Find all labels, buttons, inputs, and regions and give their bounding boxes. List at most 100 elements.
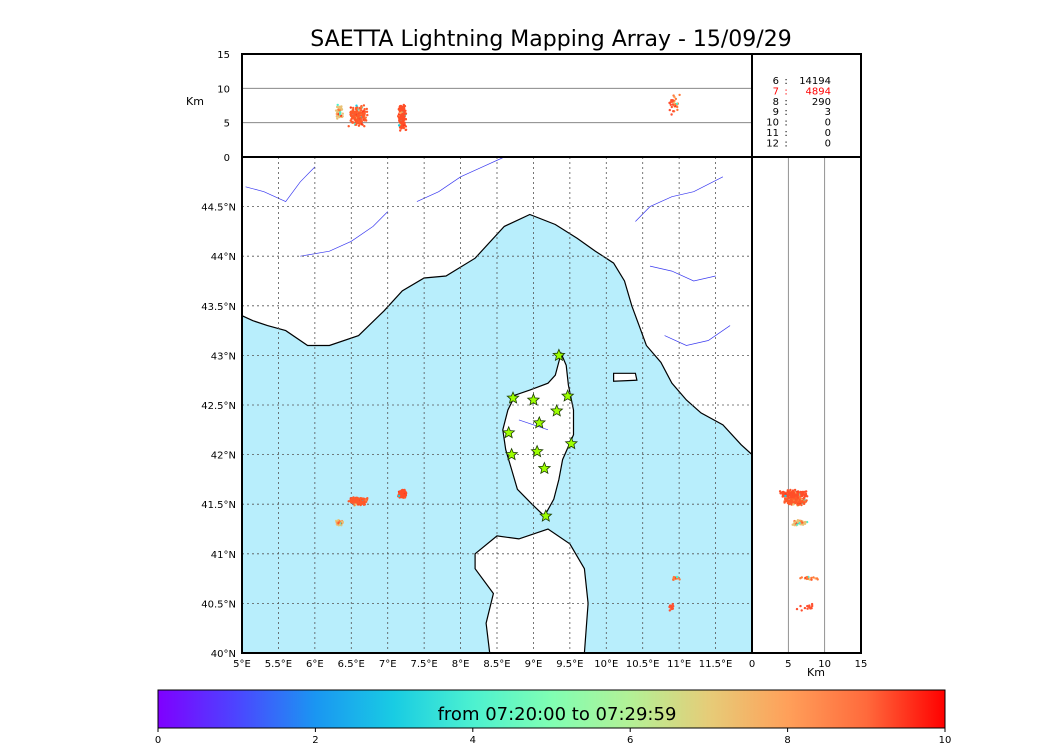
right-altitude-tick-label: 5 [785,659,791,670]
lightning-source-right [800,520,803,523]
lightning-source-top [398,120,401,123]
right-altitude-tick-label: 15 [855,659,868,670]
lightning-source-top [336,105,339,109]
chart-title: SAETTA Lightning Mapping Array - 15/09/2… [310,27,791,52]
lightning-source-top [671,103,674,106]
lightning-source-top [397,124,401,127]
lightning-source-top [360,120,363,123]
lightning-source-top [359,111,362,115]
lightning-source-right [789,501,792,505]
lightning-source-top [401,124,404,128]
time-colorbar: from 07:20:00 to 07:29:59 0 2 4 6 8 10 [155,689,951,746]
lightning-source-right [790,499,794,502]
lightning-source-map [668,609,671,612]
lightning-source-right [802,501,806,504]
lightning-source-map [335,521,338,524]
lightning-source-top [364,119,367,122]
station-count-sep: : [784,86,787,97]
lon-tick-label: 5°E [233,659,251,670]
lightning-source-top [678,93,681,97]
lightning-source-top [355,106,358,110]
lightning-source-right [802,490,806,494]
lightning-source-top [352,108,355,112]
lightning-source-right [786,490,789,494]
lightning-source-top [355,110,359,113]
lightning-source-map [672,577,676,580]
station-marker [502,425,516,439]
lightning-source-map [354,503,357,506]
lightning-source-right [795,607,799,611]
lightning-source-top [362,104,366,107]
lightning-source-map [341,520,344,524]
lightning-source-right [810,578,813,581]
lon-tick-label: 7.5°E [411,659,438,670]
river-line-4 [649,265,716,282]
lightning-source-top [402,104,406,108]
lightning-source-right [792,497,795,500]
lon-tick-label: 10°E [594,659,618,670]
mainland-land [241,156,753,456]
lightning-source-right [792,495,795,498]
station-marker [539,509,553,522]
station-count-label: 12 [766,138,779,149]
lightning-source-top [404,128,408,131]
lightning-source-map [347,500,350,503]
lightning-source-map [364,499,367,502]
lightning-source-top [335,112,338,116]
lightning-source-right [799,604,802,608]
station-marker [506,391,520,404]
station-marker [564,436,578,450]
lightning-source-map [350,497,353,501]
lightning-source-top [335,109,339,112]
lightning-source-right [791,491,794,494]
station-count-value: 0 [825,138,831,149]
lightning-source-right [800,609,803,612]
lightning-source-right [789,488,792,492]
station-count-sep: : [784,118,787,129]
station-count-label: 6 [773,76,779,87]
lightning-source-map [401,491,405,494]
lightning-source-right [805,490,808,493]
station-count-label: 8 [773,97,779,108]
lightning-source-right [794,493,798,496]
lightning-source-top [668,108,671,112]
altitude-longitude-panel: 0 5 10 15 Km [186,50,753,164]
elba-land [613,372,638,382]
lightning-source-map [338,520,341,523]
lightning-source-top [349,106,352,109]
lat-tick-label: 40°N [211,649,236,660]
river-line-3 [635,176,724,222]
lightning-source-right [796,496,800,499]
top-altitude-tick-label: 10 [217,84,230,95]
station-count-sep: : [784,138,787,149]
river-line-2 [416,156,505,202]
lat-tick-label: 42.5°N [201,401,236,412]
station-count-value: 4894 [806,86,831,97]
lightning-source-top [361,114,365,118]
station-marker [537,461,552,475]
corsica-land [502,351,575,518]
station-count-value: 0 [825,128,831,139]
lightning-source-right [793,521,797,524]
lightning-source-right [799,496,802,499]
lightning-source-top [340,105,343,108]
lightning-source-top [670,99,673,102]
lat-tick-label: 42°N [211,451,236,462]
station-count-value: 14194 [799,76,831,87]
altitude-latitude-panel: 0 5 10 15 Km [749,156,868,679]
lightning-source-right [795,499,798,502]
colorbar-tick-label: 2 [312,735,318,746]
lightning-source-top [363,108,366,111]
lightning-source-top [355,104,358,107]
station-count-value: 0 [825,118,831,129]
lightning-source-top [399,111,402,115]
lightning-source-top [336,103,339,107]
lightning-source-top [360,109,363,112]
lightning-source-right [810,576,813,580]
lightning-source-map [356,499,360,502]
lightning-source-right [808,604,811,607]
lightning-source-top [360,122,363,126]
lightning-source-top [399,129,402,132]
top-altitude-axis-label: Km [186,95,204,108]
